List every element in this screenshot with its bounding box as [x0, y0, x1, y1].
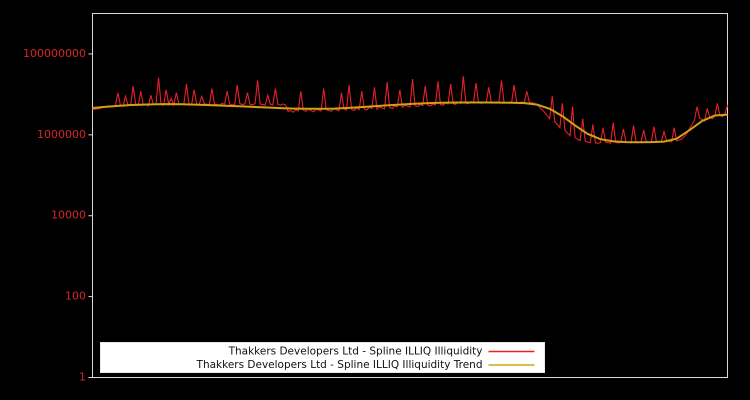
legend-label: Thakkers Developers Ltd - Spline ILLIQ I…: [228, 346, 483, 358]
legend-label: Thakkers Developers Ltd - Spline ILLIQ I…: [196, 359, 483, 371]
y-axis-tick-label: 10000: [51, 209, 86, 222]
plot-area-frame: [92, 13, 728, 378]
y-axis-tick-label: 1: [79, 371, 86, 384]
series-illiq-trend: [92, 101, 728, 144]
legend[interactable]: Thakkers Developers Ltd - Spline ILLIQ I…: [100, 342, 545, 373]
y-axis-tick-label: 100: [65, 290, 86, 303]
legend-box: [100, 342, 545, 373]
y-axis-tick-label: 1000000: [37, 128, 86, 141]
y-axis-tick-label: 100000000: [23, 47, 86, 60]
series-group: [92, 76, 728, 144]
y-axis-tick-labels: 100000000 1000000 10000 100 1: [23, 47, 93, 384]
